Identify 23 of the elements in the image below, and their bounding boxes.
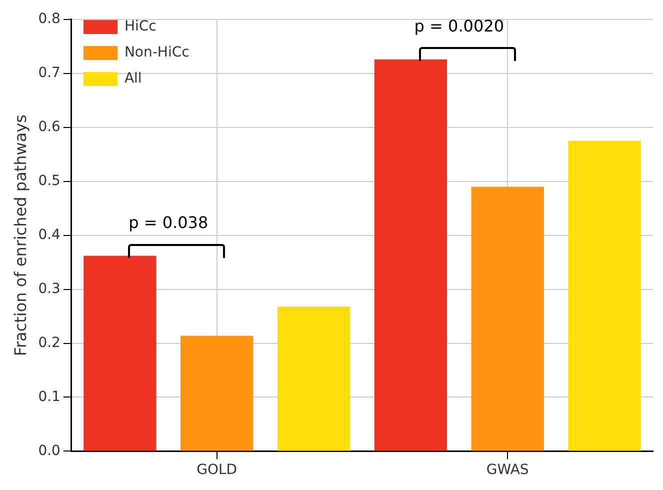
bar bbox=[277, 306, 350, 451]
annotation: p = 0.038 bbox=[128, 212, 208, 232]
x-tick-label: GWAS bbox=[486, 462, 529, 478]
bar bbox=[84, 256, 156, 451]
bar bbox=[471, 186, 544, 451]
legend-label: Non-HiCc bbox=[124, 44, 190, 61]
bar bbox=[374, 59, 448, 451]
bar bbox=[180, 336, 254, 451]
y-tick-label: 0.4 bbox=[38, 226, 61, 243]
legend-label: All bbox=[124, 70, 142, 87]
y-axis-title: Fraction of enriched pathways bbox=[10, 114, 30, 356]
annotation: p = 0.0020 bbox=[414, 16, 504, 36]
y-tick-label: 0.2 bbox=[38, 334, 60, 351]
y-tick-label: 0.5 bbox=[38, 172, 60, 189]
y-tick-label: 0.8 bbox=[38, 11, 60, 28]
y-tick-label: 0.6 bbox=[38, 118, 61, 135]
y-tick-label: 0.0 bbox=[38, 442, 60, 459]
y-tick-label: 0.1 bbox=[38, 388, 60, 405]
legend-label: HiCc bbox=[124, 18, 156, 35]
y-tick-label: 0.7 bbox=[38, 65, 60, 82]
x-tick-label: GOLD bbox=[196, 462, 238, 478]
bar bbox=[568, 140, 641, 451]
y-tick-label: 0.3 bbox=[38, 280, 60, 297]
